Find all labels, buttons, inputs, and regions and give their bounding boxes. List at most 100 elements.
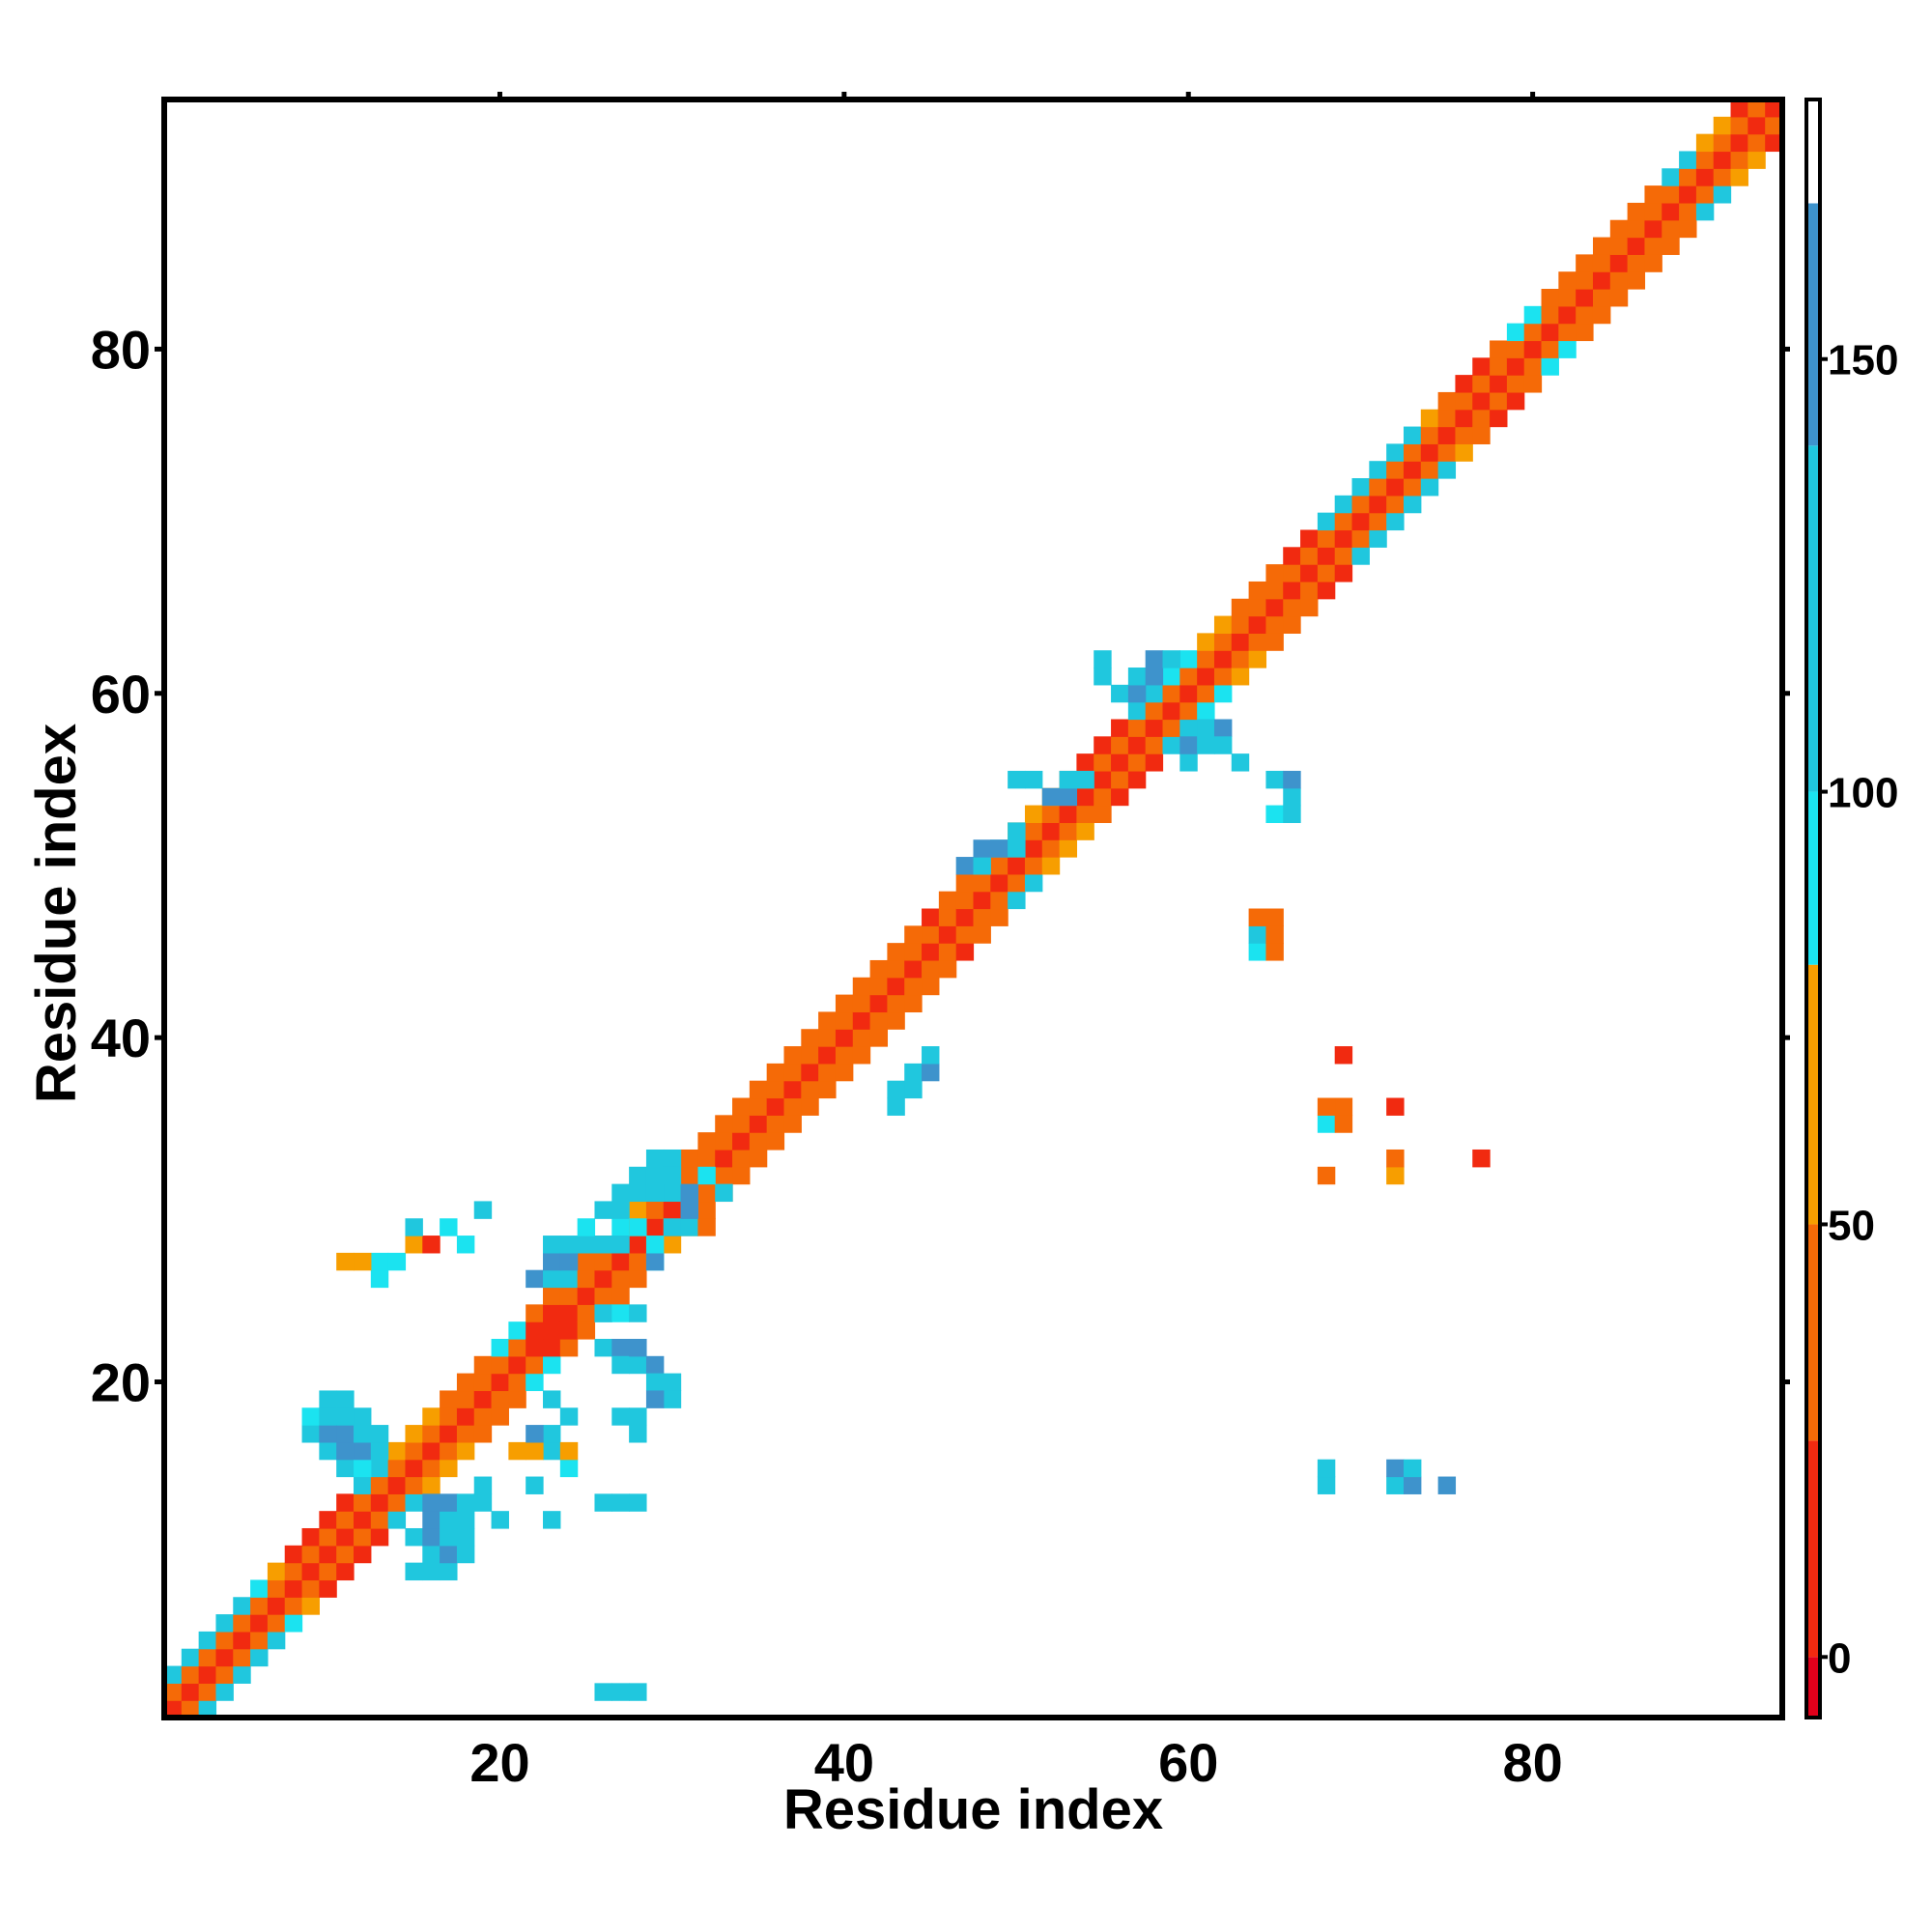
y-axis: 20 40 60 80 xyxy=(91,319,1790,1413)
heatmap-cell xyxy=(645,1201,665,1219)
heatmap-cell xyxy=(629,1166,647,1185)
heatmap-cell xyxy=(1145,736,1164,754)
heatmap-cell xyxy=(594,1338,612,1357)
heatmap-cell xyxy=(491,1373,509,1392)
heatmap-cell xyxy=(1609,219,1629,239)
heatmap-cell xyxy=(1283,581,1301,600)
heatmap-cell xyxy=(645,1183,665,1203)
heatmap-cell xyxy=(1059,839,1078,858)
heatmap-cell xyxy=(645,1166,665,1185)
heatmap-cell xyxy=(543,1355,561,1375)
heatmap-cell xyxy=(508,1390,526,1408)
heatmap-cell xyxy=(577,1321,596,1340)
heatmap-cell xyxy=(1076,770,1094,789)
heatmap-cell xyxy=(1111,684,1129,703)
heatmap-cell xyxy=(594,1236,612,1254)
heatmap-cell xyxy=(1490,340,1508,358)
heatmap-cell xyxy=(1765,133,1783,153)
heatmap-cell xyxy=(354,1527,372,1547)
heatmap-cell xyxy=(611,1252,630,1271)
heatmap-cell xyxy=(508,1321,526,1340)
heatmap-cell xyxy=(473,1201,493,1219)
heatmap-cell xyxy=(904,994,923,1013)
heatmap-cell xyxy=(766,1115,785,1133)
heatmap-cell xyxy=(387,1441,407,1461)
heatmap-cell xyxy=(594,1252,612,1271)
heatmap-cell xyxy=(1765,116,1783,135)
heatmap-cell xyxy=(473,1373,493,1392)
heatmap-cell xyxy=(1111,770,1129,789)
heatmap-cell xyxy=(1111,753,1129,772)
heatmap-cell xyxy=(405,1459,423,1478)
heatmap-cell xyxy=(1127,736,1147,754)
heatmap-cell xyxy=(1765,99,1783,118)
heatmap-cell xyxy=(1386,443,1405,462)
heatmap-cell xyxy=(990,839,1009,858)
heatmap-cell xyxy=(1403,1476,1422,1494)
heatmap-cell xyxy=(732,1132,751,1151)
heatmap-cell xyxy=(1576,305,1594,325)
heatmap-cell xyxy=(645,1390,665,1408)
colorbar-tick-label: 0 xyxy=(1828,1634,1851,1682)
heatmap-cell xyxy=(1523,357,1543,376)
heatmap-cell xyxy=(543,1390,561,1408)
heatmap-cell xyxy=(387,1459,407,1478)
heatmap-cell xyxy=(456,1236,475,1254)
heatmap-cell xyxy=(715,1132,733,1151)
heatmap-cell xyxy=(526,1321,544,1340)
heatmap-cell xyxy=(526,1304,544,1322)
heatmap-cell xyxy=(1334,564,1353,582)
colorbar: 0 50 100 150 xyxy=(1804,98,1898,1719)
heatmap-cell xyxy=(1523,323,1543,342)
heatmap-cell xyxy=(1506,357,1525,376)
heatmap-cell xyxy=(1351,478,1370,497)
heatmap-cell xyxy=(1576,289,1594,307)
heatmap-cell xyxy=(354,1511,372,1529)
heatmap-cell xyxy=(543,1252,561,1271)
x-tick-label: 60 xyxy=(1158,1732,1218,1793)
heatmap-cell xyxy=(440,1407,458,1426)
heatmap-cell xyxy=(440,1493,458,1512)
heatmap-cell xyxy=(904,1080,923,1099)
heatmap-cell xyxy=(1041,857,1061,875)
heatmap-cell xyxy=(336,1459,355,1478)
heatmap-cell xyxy=(1713,185,1732,204)
heatmap-cell xyxy=(852,1046,871,1065)
heatmap-cell xyxy=(611,1338,630,1357)
heatmap-cell xyxy=(319,1579,337,1598)
heatmap-cell xyxy=(336,1493,355,1512)
heatmap-cell xyxy=(1283,564,1301,582)
heatmap-cell xyxy=(783,1097,802,1116)
heatmap-cell xyxy=(1386,1476,1405,1494)
heatmap-cell xyxy=(922,959,940,979)
heatmap-cell xyxy=(922,1046,940,1065)
heatmap-cell xyxy=(1265,581,1284,600)
heatmap-cell xyxy=(1041,839,1061,858)
heatmap-cell xyxy=(922,1063,940,1082)
heatmap-cell xyxy=(440,1425,458,1443)
heatmap-cell xyxy=(559,1287,579,1305)
heatmap-cell xyxy=(1248,633,1267,651)
colorbar-tick-label: 50 xyxy=(1828,1202,1875,1249)
heatmap-cell xyxy=(1420,409,1439,428)
heatmap-cell xyxy=(629,1355,647,1375)
heatmap-cell xyxy=(1506,323,1525,342)
heatmap-cell xyxy=(250,1631,269,1650)
heatmap-cell xyxy=(680,1149,698,1168)
heatmap-cell xyxy=(1403,478,1422,497)
heatmap-cell xyxy=(1472,409,1491,428)
heatmap-cell xyxy=(1627,237,1646,255)
heatmap-cell xyxy=(1179,719,1198,737)
heatmap-cell xyxy=(1386,461,1405,479)
heatmap-cell xyxy=(973,925,991,944)
heatmap-cell xyxy=(405,1236,423,1254)
heatmap-cell xyxy=(1472,391,1491,411)
heatmap-cell xyxy=(1369,512,1387,531)
heatmap-cell xyxy=(336,1407,355,1426)
heatmap-cell xyxy=(215,1648,234,1667)
heatmap-cell xyxy=(955,873,975,893)
heatmap-cell xyxy=(715,1149,733,1168)
heatmap-cell xyxy=(1541,305,1559,325)
heatmap-cell xyxy=(491,1407,509,1426)
